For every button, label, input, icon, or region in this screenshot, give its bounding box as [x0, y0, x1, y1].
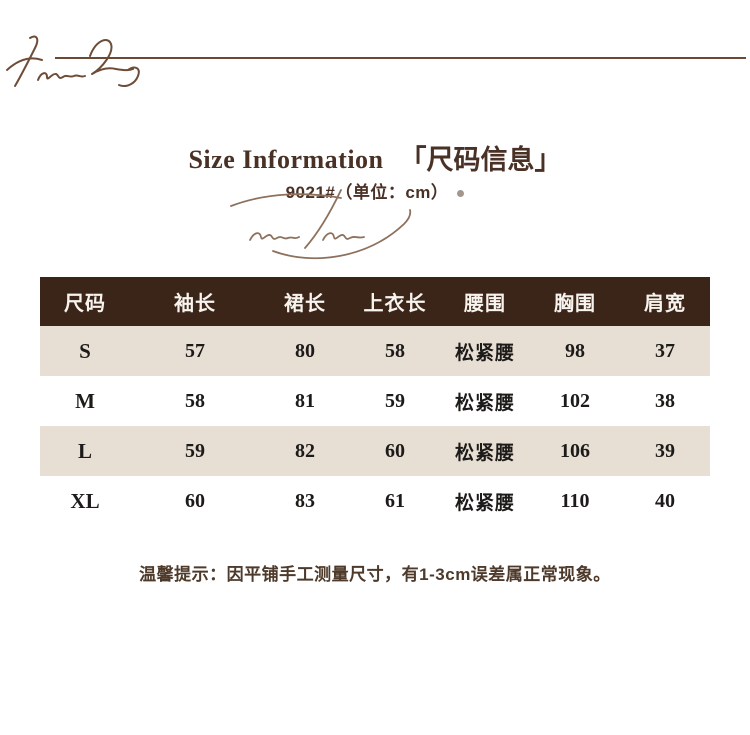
- subtitle-row: 9021#（单位：cm）: [0, 182, 750, 204]
- skirt-value: 80: [295, 339, 315, 362]
- column-header-top-length: 上衣长: [363, 293, 427, 315]
- bust-value: 98: [565, 339, 585, 362]
- column-header-size: 尺码: [64, 293, 106, 315]
- shoulder-value: 38: [655, 389, 675, 412]
- style-number-unit: 9021#（单位：cm）: [285, 183, 449, 202]
- table-header-row: 尺码 袖长 裙长 上衣长 腰围 胸围 肩宽: [40, 277, 710, 326]
- bust-value: 110: [560, 489, 590, 512]
- shoulder-value: 40: [655, 489, 675, 512]
- size-label: M: [75, 388, 95, 413]
- skirt-value: 82: [295, 439, 315, 462]
- measurement-note: 温馨提示：因平铺手工测量尺寸，有1-3cm误差属正常现象。: [139, 565, 611, 584]
- table-row-xl: XL 60 83 61 松紧腰 110 40: [40, 476, 710, 526]
- size-table: 尺码 袖长 裙长 上衣长 腰围 胸围 肩宽 S 57 80 58 松紧腰 98 …: [40, 277, 710, 526]
- sleeve-value: 60: [185, 489, 205, 512]
- skirt-value: 81: [295, 389, 315, 412]
- column-header-skirt-length: 裙长: [284, 293, 326, 315]
- column-header-sleeve-length: 袖长: [174, 293, 216, 315]
- top-length-value: 59: [385, 389, 405, 412]
- column-header-waist: 腰围: [464, 293, 506, 315]
- waist-value: 松紧腰: [454, 342, 515, 364]
- title-row: Size Information 「尺码信息」: [0, 142, 750, 178]
- size-label: XL: [70, 488, 100, 513]
- sleeve-value: 57: [185, 339, 205, 362]
- top-length-value: 61: [385, 489, 405, 512]
- page-title-en: Size Information: [188, 145, 384, 174]
- waist-value: 松紧腰: [454, 442, 515, 464]
- table-row-m: M 58 81 59 松紧腰 102 38: [40, 376, 710, 426]
- waist-value: 松紧腰: [454, 392, 515, 414]
- column-header-shoulder: 肩宽: [644, 293, 686, 315]
- waist-value: 松紧腰: [454, 492, 515, 514]
- bust-value: 106: [560, 439, 590, 462]
- bust-value: 102: [560, 389, 590, 412]
- skirt-value: 83: [295, 489, 315, 512]
- top-length-value: 58: [385, 339, 405, 362]
- bullet-dot-icon: [457, 189, 465, 197]
- table-row-l: L 59 82 60 松紧腰 106 39: [40, 426, 710, 476]
- size-label: L: [77, 438, 92, 463]
- page-title-zh: 「尺码信息」: [399, 145, 562, 175]
- signature-top-left-icon: [6, 35, 140, 87]
- table-row-s: S 57 80 58 松紧腰 98 37: [40, 326, 710, 376]
- signature-squiggle-icon: [230, 189, 412, 260]
- header-rule: [55, 57, 746, 59]
- column-header-bust: 胸围: [554, 293, 596, 315]
- sleeve-value: 59: [185, 439, 205, 462]
- top-length-value: 60: [385, 439, 405, 462]
- shoulder-value: 39: [655, 439, 675, 462]
- sleeve-value: 58: [185, 389, 205, 412]
- size-label: S: [79, 338, 91, 363]
- shoulder-value: 37: [655, 339, 675, 362]
